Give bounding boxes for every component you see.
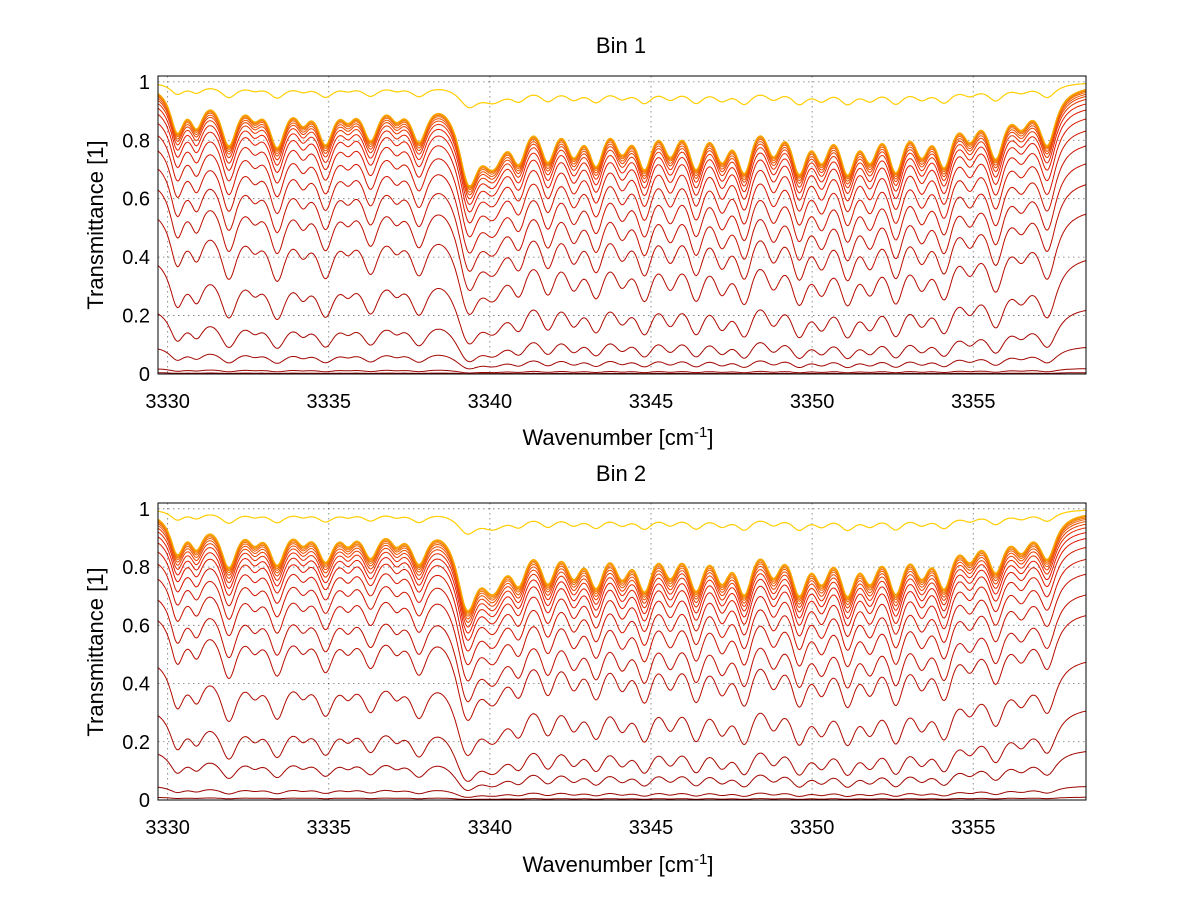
x-tick-label: 3355 <box>951 391 996 413</box>
x-tick-label: 3335 <box>307 391 352 413</box>
y-tick-label: 0.6 <box>122 189 150 211</box>
spectrum-line <box>157 532 1087 634</box>
x-tick-label: 3340 <box>468 391 513 413</box>
y-tick-label: 0.2 <box>122 732 150 754</box>
series-group <box>157 83 1087 375</box>
x-tick-label: 3330 <box>145 817 190 839</box>
spectrum-line <box>157 558 1087 666</box>
spectrum-line <box>157 527 1087 628</box>
chart-panel-bin-2: Bin 2 3330 3335 3340 3345 3350 3355 0 0.2 0.4 0.6… <box>83 461 1087 877</box>
x-tick-label: 3350 <box>790 817 835 839</box>
spectrum-line <box>157 547 1087 652</box>
spectrum-line <box>157 594 1087 703</box>
y-axis-label: Transmittance [1] <box>83 140 108 309</box>
spectrum-line <box>157 89 1087 187</box>
spectrum-line <box>157 95 1087 196</box>
spectrum-line <box>157 83 1087 109</box>
x-axis-label: Wavenumber [cm-1] <box>522 851 713 877</box>
x-tick-label: 3340 <box>468 817 513 839</box>
spectrum-line <box>157 184 1087 292</box>
x-tick-label: 3350 <box>790 391 835 413</box>
series-group <box>157 509 1087 801</box>
spectrum-line <box>157 515 1087 613</box>
spectrum-line <box>157 786 1086 798</box>
y-tick-label: 0.4 <box>122 247 150 269</box>
y-tick-label: 0 <box>139 364 150 386</box>
spectrum-line <box>157 615 1087 722</box>
spectrum-line <box>157 710 1087 782</box>
spectrum-line <box>157 573 1087 682</box>
spectrum-line <box>157 514 1087 612</box>
spectrum-line <box>157 130 1087 238</box>
y-axis-label: Transmittance [1] <box>83 567 108 736</box>
spectrum-line <box>157 93 1087 193</box>
x-tick-label: 3330 <box>145 391 190 413</box>
spectrum-line <box>157 516 1087 614</box>
spectrum-line <box>157 521 1087 620</box>
spectrum-line <box>157 83 1087 109</box>
spectrum-line <box>157 538 1087 641</box>
x-tick-label: 3345 <box>629 391 674 413</box>
y-tick-label: 1 <box>139 72 150 94</box>
spectrum-line <box>157 109 1087 213</box>
spectrum-line <box>157 92 1087 191</box>
y-tick-label: 0.2 <box>122 306 150 328</box>
spectrum-line <box>157 89 1087 188</box>
spectrum-line <box>157 509 1087 535</box>
tick-labels: 3330 3335 3340 3345 3350 3355 0 0.2 0.4 0.6 0.8 1 <box>122 72 995 413</box>
y-tick-label: 0.8 <box>122 557 150 579</box>
y-tick-label: 0.4 <box>122 674 150 696</box>
spectrum-line <box>157 98 1087 200</box>
spectrum-line <box>157 509 1086 535</box>
chart-title: Bin 2 <box>596 461 646 486</box>
spectrum-line <box>158 796 1086 800</box>
y-tick-label: 0.6 <box>122 615 150 637</box>
plot-frame <box>157 502 1087 801</box>
y-tick-label: 1 <box>139 499 150 521</box>
plot-frame <box>157 75 1087 375</box>
chart-title: Bin 1 <box>596 33 646 58</box>
spectrum-line <box>157 518 1087 617</box>
spectrum-line <box>157 309 1087 363</box>
x-tick-label: 3355 <box>951 817 996 839</box>
spectrum-line <box>157 103 1087 206</box>
spectrum-line <box>157 145 1087 254</box>
chart-panel-bin-1: Bin 1 3330 3335 3340 3345 3350 3355 0 0.2 0.4 0.6… <box>83 33 1087 450</box>
spectrum-line <box>157 118 1087 224</box>
spectrum-line <box>157 523 1087 624</box>
spectrum-line <box>157 368 1086 374</box>
y-tick-label: 0.8 <box>122 130 150 152</box>
spectrum-line <box>157 213 1087 316</box>
spectrum-line <box>157 163 1087 272</box>
spectrum-line <box>157 347 1087 370</box>
x-tick-label: 3335 <box>307 817 352 839</box>
tick-labels: 3330 3335 3340 3345 3350 3355 0 0.2 0.4 0.6 0.8 1 <box>122 499 995 839</box>
x-tick-label: 3345 <box>629 817 674 839</box>
y-tick-label: 0 <box>139 790 150 812</box>
x-axis-label: Wavenumber [cm-1] <box>522 424 713 450</box>
spectrum-line <box>157 661 1087 757</box>
spectrum-line <box>157 517 1087 615</box>
spectrum-line <box>157 90 1087 189</box>
spectrum-line <box>157 260 1087 345</box>
spectrum-line <box>157 751 1087 792</box>
